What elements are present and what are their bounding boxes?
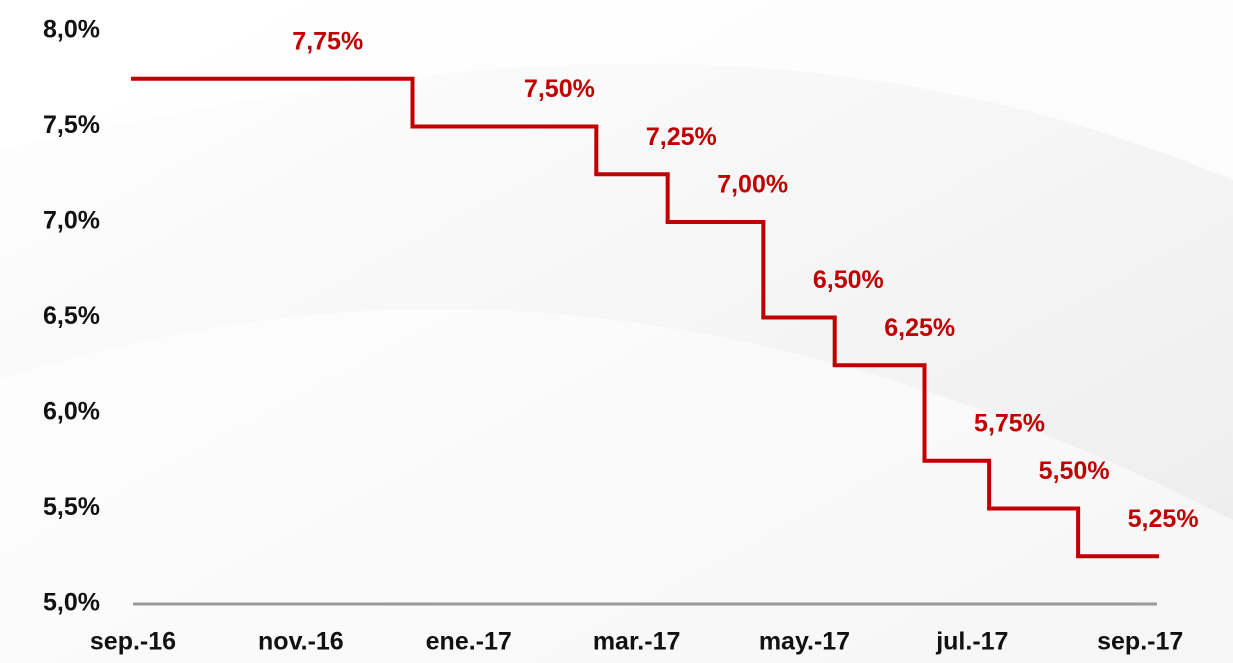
y-tick-label: 8,0% bbox=[43, 16, 100, 44]
y-tick-label: 7,0% bbox=[43, 207, 100, 235]
y-tick-label: 5,0% bbox=[43, 589, 100, 617]
data-label: 7,00% bbox=[717, 171, 788, 199]
x-tick-label: mar.-17 bbox=[593, 628, 681, 656]
y-tick-label: 5,5% bbox=[43, 493, 100, 521]
x-tick-label: sep.-16 bbox=[90, 628, 176, 656]
data-label: 6,50% bbox=[813, 266, 884, 294]
data-label: 5,25% bbox=[1128, 505, 1199, 533]
data-label: 6,25% bbox=[884, 314, 955, 342]
data-label: 7,75% bbox=[292, 27, 363, 55]
x-tick-label: jul.-17 bbox=[935, 628, 1008, 656]
data-label: 7,25% bbox=[646, 123, 717, 151]
x-tick-label: may.-17 bbox=[759, 628, 850, 656]
x-tick-label: sep.-17 bbox=[1097, 628, 1183, 656]
data-label: 5,75% bbox=[974, 409, 1045, 437]
y-tick-label: 6,5% bbox=[43, 302, 100, 330]
x-tick-label: nov.-16 bbox=[258, 628, 344, 656]
y-tick-label: 7,5% bbox=[43, 111, 100, 139]
data-label: 5,50% bbox=[1039, 457, 1110, 485]
x-tick-label: ene.-17 bbox=[426, 628, 512, 656]
data-label: 7,50% bbox=[524, 75, 595, 103]
y-tick-label: 6,0% bbox=[43, 398, 100, 426]
background-swoosh bbox=[0, 0, 1233, 180]
